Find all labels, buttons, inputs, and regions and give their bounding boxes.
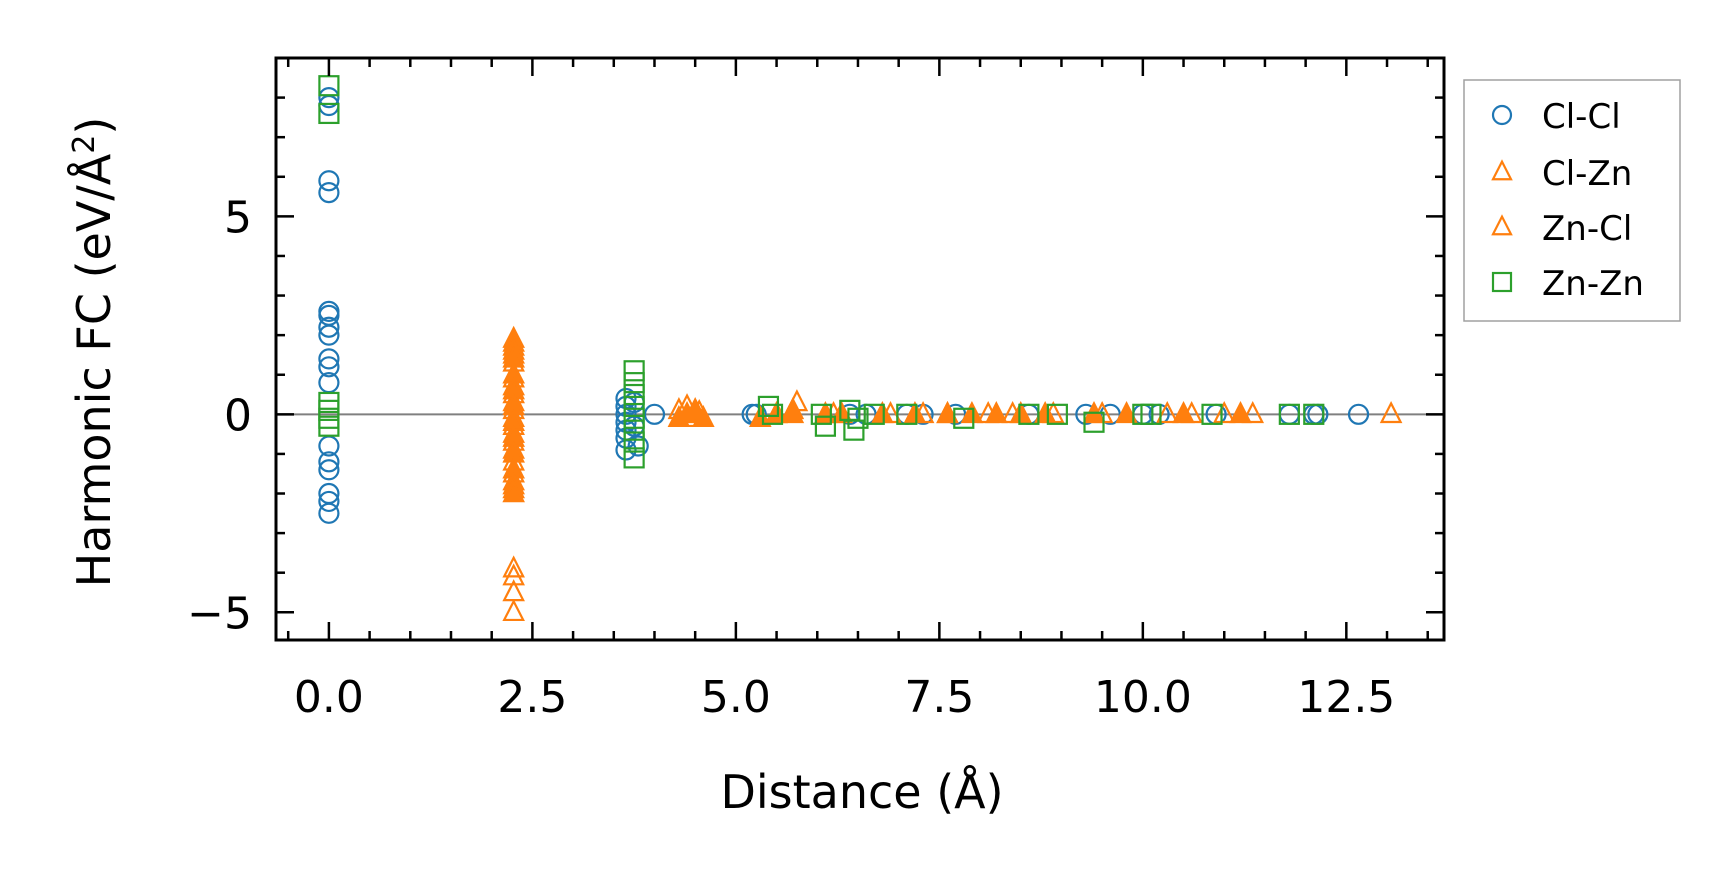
legend-label-cl-cl: Cl-Cl	[1542, 97, 1621, 137]
data-point	[1046, 403, 1068, 425]
data-point	[318, 182, 340, 204]
legend-label-zn-cl: Zn-Cl	[1542, 209, 1632, 249]
data-point	[985, 400, 1008, 424]
data-point	[814, 415, 837, 437]
data-point	[757, 395, 780, 418]
y-axis-label: Harmonic FC (eV/Å2)	[67, 117, 121, 588]
series-zn-zn	[318, 75, 1325, 469]
y-tick-label: −5	[187, 588, 252, 639]
x-tick-label: 0.0	[294, 672, 364, 723]
y-tick-label: 5	[224, 192, 252, 243]
data-point	[1083, 411, 1105, 433]
data-point	[1229, 400, 1252, 424]
x-tick-label: 5.0	[701, 672, 771, 723]
y-tick-labels: −5 0 5	[187, 192, 252, 639]
data-point	[623, 447, 645, 469]
data-point	[1241, 400, 1265, 424]
data-point	[318, 170, 340, 192]
data-point	[502, 555, 525, 578]
data-point	[318, 102, 340, 125]
data-point	[1140, 403, 1162, 425]
legend-marker-cl-cl	[1491, 104, 1513, 126]
data-point	[1379, 400, 1403, 424]
data-point	[896, 403, 918, 425]
legend-marker-zn-cl	[1491, 214, 1513, 236]
data-point	[502, 563, 525, 586]
data-point	[318, 324, 340, 346]
data-point	[643, 403, 666, 425]
legend-marker-cl-zn	[1491, 159, 1513, 181]
data-point	[1278, 403, 1300, 425]
data-point	[623, 395, 645, 418]
data-point	[1201, 403, 1223, 425]
data-point	[318, 86, 340, 109]
x-tick-labels: 0.0 2.5 5.0 7.5 10.0 12.5	[294, 672, 1395, 723]
data-point	[692, 404, 715, 428]
data-point	[863, 403, 885, 425]
data-point	[843, 419, 865, 441]
data-point	[871, 400, 894, 424]
data-point	[761, 403, 784, 425]
data-point	[953, 407, 975, 429]
legend-box	[1463, 79, 1681, 322]
x-axis-label: Distance (Å)	[720, 765, 1003, 819]
data-point	[623, 407, 645, 429]
data-point	[1033, 400, 1057, 424]
legend-label-cl-zn: Cl-Zn	[1542, 154, 1632, 194]
data-point	[1212, 400, 1236, 424]
data-point	[781, 400, 805, 424]
data-point	[810, 403, 832, 425]
x-tick-label: 12.5	[1297, 672, 1395, 723]
y-axis-label-main: Harmonic FC (eV/Å	[67, 153, 121, 587]
legend-markers	[1491, 104, 1513, 293]
data-point	[627, 435, 649, 457]
data-point	[318, 490, 340, 513]
data-point	[318, 502, 340, 524]
x-tick-label: 2.5	[497, 672, 567, 723]
data-point	[960, 400, 984, 424]
x-tick-label: 7.5	[904, 672, 974, 723]
data-point	[830, 400, 853, 424]
legend-label-zn-zn: Zn-Zn	[1542, 264, 1644, 304]
data-point	[1347, 403, 1370, 425]
data-point	[1155, 400, 1179, 424]
data-point	[318, 356, 340, 378]
x-tick-label: 10.0	[1094, 672, 1192, 723]
plot-frame	[274, 56, 1446, 642]
data-point	[1009, 400, 1033, 424]
data-point	[318, 75, 340, 97]
data-point	[623, 360, 645, 382]
y-axis-label-end: )	[67, 117, 121, 135]
data-point	[623, 419, 645, 441]
data-points-layer	[318, 75, 1403, 622]
y-tick-label: 0	[224, 390, 252, 441]
data-point	[623, 383, 645, 406]
data-point	[502, 598, 525, 622]
data-point	[623, 372, 645, 394]
data-point	[318, 348, 340, 370]
data-point	[502, 480, 525, 503]
data-point	[1303, 403, 1325, 425]
data-point	[1115, 400, 1138, 424]
data-point	[318, 316, 340, 338]
data-point	[318, 459, 340, 481]
data-point	[903, 400, 927, 424]
data-point	[847, 407, 869, 429]
ticks-layer	[276, 56, 1444, 640]
data-point	[936, 400, 959, 424]
data-point	[318, 415, 340, 437]
data-point	[623, 431, 645, 453]
data-point	[318, 451, 340, 473]
y-axis-label-superscript: 2	[67, 135, 102, 154]
data-point	[1018, 403, 1040, 425]
legend: Cl-Cl Cl-Zn Zn-Cl Zn-Zn	[1463, 79, 1681, 322]
data-point	[1172, 400, 1195, 424]
legend-marker-zn-zn	[1491, 271, 1513, 293]
